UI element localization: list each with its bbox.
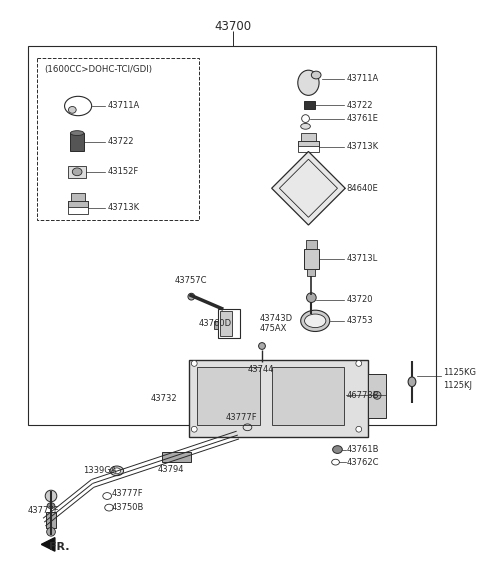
Text: 46773B: 46773B (346, 391, 379, 400)
Text: 43750B: 43750B (112, 503, 144, 512)
Bar (190, 360, 369, 437)
Ellipse shape (298, 70, 319, 96)
Text: 43760D: 43760D (199, 319, 232, 328)
Bar (220, 311, 232, 336)
Ellipse shape (307, 293, 316, 303)
Text: 43744: 43744 (248, 365, 274, 374)
Bar (71, 133, 84, 150)
Ellipse shape (72, 168, 82, 176)
Bar (28, 46, 436, 426)
Text: 43722: 43722 (107, 137, 133, 146)
Bar (162, 452, 192, 462)
Ellipse shape (300, 124, 311, 129)
Ellipse shape (69, 106, 76, 113)
Text: 475AX: 475AX (260, 324, 288, 333)
Text: (1600CC>DOHC-TCI/GDI): (1600CC>DOHC-TCI/GDI) (44, 65, 152, 74)
Ellipse shape (113, 468, 120, 474)
Text: 43713L: 43713L (346, 255, 377, 263)
Bar (298, 141, 319, 146)
Ellipse shape (305, 314, 326, 328)
Bar (69, 201, 88, 214)
Text: 43743D: 43743D (260, 315, 293, 323)
Text: 43757C: 43757C (175, 276, 207, 285)
Text: 43722: 43722 (346, 101, 372, 109)
Bar (308, 269, 315, 276)
Text: 84640E: 84640E (346, 184, 378, 193)
Text: 43700: 43700 (215, 20, 252, 33)
Bar (69, 201, 88, 206)
Bar (218, 309, 240, 338)
Text: 1125KJ: 1125KJ (443, 381, 472, 390)
Ellipse shape (71, 130, 84, 136)
Ellipse shape (110, 466, 123, 476)
Ellipse shape (259, 343, 265, 349)
Text: 43777F: 43777F (28, 506, 60, 515)
Text: 43713K: 43713K (346, 142, 378, 151)
Bar (304, 101, 315, 109)
Polygon shape (272, 152, 345, 225)
Text: 43720: 43720 (346, 295, 372, 304)
Bar (306, 240, 317, 249)
Bar (272, 367, 344, 426)
Text: 43713K: 43713K (107, 203, 139, 212)
Text: 1125KG: 1125KG (443, 368, 476, 376)
Ellipse shape (192, 360, 197, 366)
Bar (46, 513, 56, 528)
Bar (72, 193, 85, 201)
Ellipse shape (373, 391, 381, 399)
Text: 43711A: 43711A (107, 101, 139, 110)
Bar (369, 374, 386, 418)
Ellipse shape (47, 503, 55, 509)
Text: 43777F: 43777F (225, 413, 257, 422)
Ellipse shape (300, 310, 330, 332)
Text: 43732: 43732 (150, 394, 177, 403)
Ellipse shape (308, 313, 315, 319)
Ellipse shape (356, 360, 361, 366)
Ellipse shape (188, 293, 195, 300)
Text: 43762C: 43762C (346, 458, 379, 467)
Ellipse shape (312, 71, 321, 79)
Text: 43152F: 43152F (107, 167, 138, 176)
Text: 43753: 43753 (346, 316, 373, 325)
Bar (197, 367, 260, 426)
Bar (69, 166, 86, 178)
Polygon shape (41, 538, 55, 551)
Bar (304, 249, 319, 269)
Ellipse shape (408, 377, 416, 387)
Text: 43777F: 43777F (112, 488, 144, 498)
Bar (214, 321, 218, 328)
Ellipse shape (333, 446, 342, 454)
Text: 43761B: 43761B (346, 445, 379, 454)
Text: 1339GA: 1339GA (83, 466, 117, 475)
Ellipse shape (45, 490, 57, 502)
Text: FR.: FR. (49, 542, 70, 553)
Ellipse shape (356, 426, 361, 432)
Text: 43794: 43794 (157, 466, 184, 474)
Text: 43711A: 43711A (346, 74, 378, 84)
Bar (37, 58, 199, 220)
Bar (300, 133, 316, 141)
Text: 43761E: 43761E (346, 114, 378, 123)
Bar (298, 141, 319, 153)
Ellipse shape (47, 527, 55, 536)
Ellipse shape (192, 426, 197, 432)
